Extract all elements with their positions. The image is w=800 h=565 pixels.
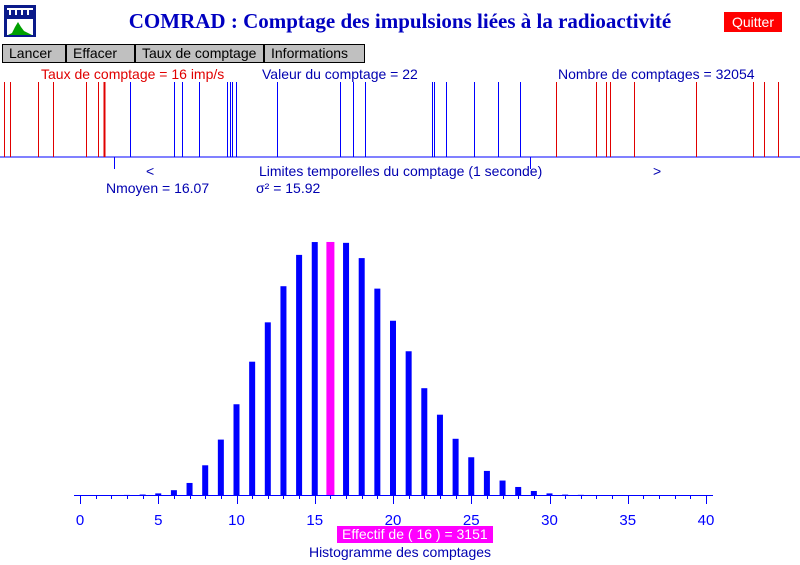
x-tick-label: 5 [154, 512, 162, 529]
histogram-bar [374, 288, 381, 495]
histogram-bar [421, 388, 428, 495]
clear-button[interactable]: Effacer [66, 44, 135, 63]
count-rate-button[interactable]: Taux de comptage [135, 44, 264, 63]
histogram-bar [343, 242, 350, 495]
x-tick-label: 0 [76, 512, 84, 529]
information-button[interactable]: Informations [264, 44, 365, 63]
x-tick-label: 15 [306, 512, 323, 529]
x-tick-label: 25 [463, 512, 480, 529]
histogram-bar [170, 490, 177, 495]
app-title: COMRAD : Comptage des impulsions liées à… [128, 9, 672, 33]
histogram-bar [358, 258, 365, 495]
histogram-bar [390, 320, 396, 495]
histogram-bar [546, 493, 553, 495]
variance-readout: σ² = 15.92 [256, 180, 321, 196]
histogram-bar [280, 286, 287, 495]
histogram-bar [217, 439, 224, 495]
histogram-bar [436, 414, 443, 495]
window-start-marker: < [146, 163, 155, 179]
histogram-bar [562, 494, 569, 496]
histogram-bar [515, 486, 522, 495]
histogram-bar [452, 438, 459, 495]
timeline-caption: Limites temporelles du comptage (1 secon… [259, 163, 543, 179]
histogram-bar [483, 470, 490, 495]
histogram-bar [530, 490, 537, 495]
highlight-bar [326, 241, 335, 495]
histogram-caption: Histogramme des comptages [308, 544, 492, 560]
histogram-bar [311, 242, 318, 495]
pulse-timeline [0, 82, 800, 169]
histogram-bar [577, 494, 584, 496]
window-end-marker: > [653, 163, 662, 179]
histogram-bar [249, 361, 256, 495]
histogram-bar [123, 494, 130, 496]
mean-readout: Nmoyen = 16.07 [106, 180, 210, 196]
x-tick-label: 35 [619, 512, 636, 529]
x-tick-label: 30 [541, 512, 558, 529]
histogram-bar [155, 493, 162, 495]
histogram-bar [405, 351, 412, 495]
count-number-readout: Nombre de comptages = 32054 [558, 66, 755, 82]
app-logo-icon [4, 5, 36, 37]
histogram-bar [186, 482, 193, 495]
histogram-bar [202, 465, 209, 495]
quit-button[interactable]: Quitter [724, 12, 782, 32]
count-value-readout: Valeur du comptage = 22 [262, 66, 418, 82]
histogram-bar [139, 494, 146, 496]
x-tick-label: 20 [385, 512, 402, 529]
histogram-bar [233, 404, 240, 495]
histogram-bar [468, 457, 475, 495]
x-tick-label: 40 [698, 512, 715, 529]
histogram-bar [264, 322, 271, 495]
launch-button[interactable]: Lancer [2, 44, 66, 63]
histogram-bar [499, 480, 506, 495]
highlight-count-label: Effectif de ( 16 ) = 3151 [337, 526, 493, 543]
histogram-bar [296, 254, 303, 495]
rate-readout: Taux de comptage = 16 imp/s [41, 66, 225, 82]
x-tick-label: 10 [228, 512, 245, 529]
